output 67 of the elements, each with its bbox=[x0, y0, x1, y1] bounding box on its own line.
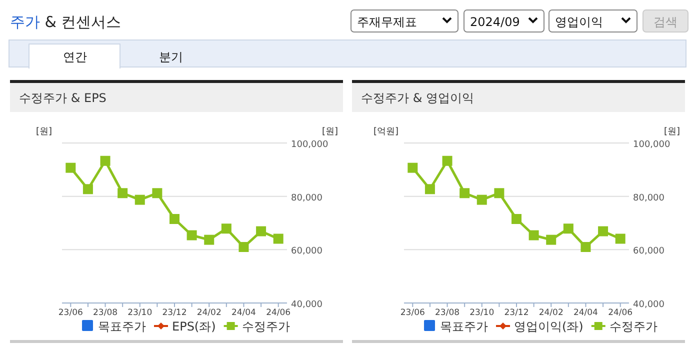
legend-label: 목표주가 bbox=[98, 320, 146, 334]
x-tick-label: 23/08 bbox=[93, 308, 118, 318]
y2-tick-label: 60,000 bbox=[633, 246, 665, 257]
x-tick-label: 24/02 bbox=[196, 308, 222, 318]
chart-title: 수정주가 & EPS bbox=[19, 91, 106, 105]
legend-label: 목표주가 bbox=[440, 320, 488, 334]
x-tick-label: 24/02 bbox=[538, 308, 564, 318]
text: 영업이익 bbox=[555, 15, 603, 29]
text: 주가 & 컨센서스 bbox=[10, 13, 122, 31]
text: 검색 bbox=[654, 15, 678, 29]
point bbox=[476, 194, 487, 205]
legend-label: 영업이익(좌) bbox=[514, 320, 584, 334]
x-tick-label: 23/06 bbox=[58, 308, 83, 318]
x-tick-label: 23/12 bbox=[162, 308, 187, 318]
point bbox=[546, 234, 556, 245]
y2-tick-label: 40,000 bbox=[633, 300, 665, 310]
y-axis-title: [억원] bbox=[373, 127, 399, 137]
point bbox=[256, 226, 266, 236]
point bbox=[170, 214, 180, 224]
x-tick-label: 23/08 bbox=[435, 308, 460, 318]
y2-tick-label: 40,000 bbox=[291, 300, 323, 310]
text: 분기 bbox=[159, 50, 183, 64]
y2-tick-label: 80,000 bbox=[291, 193, 323, 204]
point bbox=[563, 224, 574, 234]
point bbox=[598, 226, 608, 236]
y2-axis-title: [원] bbox=[664, 127, 680, 137]
point bbox=[424, 184, 435, 194]
point bbox=[528, 230, 539, 240]
y2-tick-label: 100,000 bbox=[633, 140, 670, 150]
point bbox=[118, 188, 128, 198]
point bbox=[152, 188, 162, 198]
legend-label: 수정주가 bbox=[609, 320, 658, 334]
x-tick-label: 24/06 bbox=[266, 308, 291, 318]
legend-label: 수정주가 bbox=[242, 320, 290, 334]
point bbox=[460, 188, 470, 198]
x-tick-label: 24/04 bbox=[573, 308, 598, 318]
point bbox=[494, 188, 504, 198]
y2-tick-label: 100,000 bbox=[291, 140, 328, 150]
point bbox=[580, 242, 591, 252]
x-tick-label: 23/12 bbox=[504, 308, 529, 318]
x-tick-label: 23/06 bbox=[400, 308, 425, 318]
text: 연간 bbox=[63, 50, 87, 64]
y2-tick-label: 80,000 bbox=[633, 193, 665, 204]
point bbox=[238, 242, 249, 252]
point bbox=[512, 214, 522, 224]
x-tick-label: 24/04 bbox=[231, 308, 256, 318]
point bbox=[134, 194, 145, 205]
chart-title: 수정주가 & 영업이익 bbox=[361, 91, 474, 105]
x-tick-label: 23/10 bbox=[128, 308, 152, 318]
point bbox=[66, 162, 76, 173]
x-tick-label: 23/10 bbox=[470, 308, 494, 318]
y-axis-title: [원] bbox=[36, 127, 52, 137]
point bbox=[204, 234, 214, 245]
y2-tick-label: 60,000 bbox=[291, 246, 323, 257]
point bbox=[273, 234, 284, 244]
point bbox=[100, 156, 110, 166]
point bbox=[82, 184, 93, 194]
point bbox=[221, 224, 232, 234]
point bbox=[615, 234, 626, 244]
point bbox=[186, 230, 197, 240]
point bbox=[442, 156, 452, 166]
x-tick-label: 24/06 bbox=[608, 308, 633, 318]
legend-label: EPS(좌) bbox=[172, 320, 216, 334]
point bbox=[408, 162, 418, 173]
text: 주재무제표 bbox=[357, 15, 417, 29]
text: 2024/09 bbox=[470, 15, 520, 29]
y2-axis-title: [원] bbox=[322, 127, 338, 137]
